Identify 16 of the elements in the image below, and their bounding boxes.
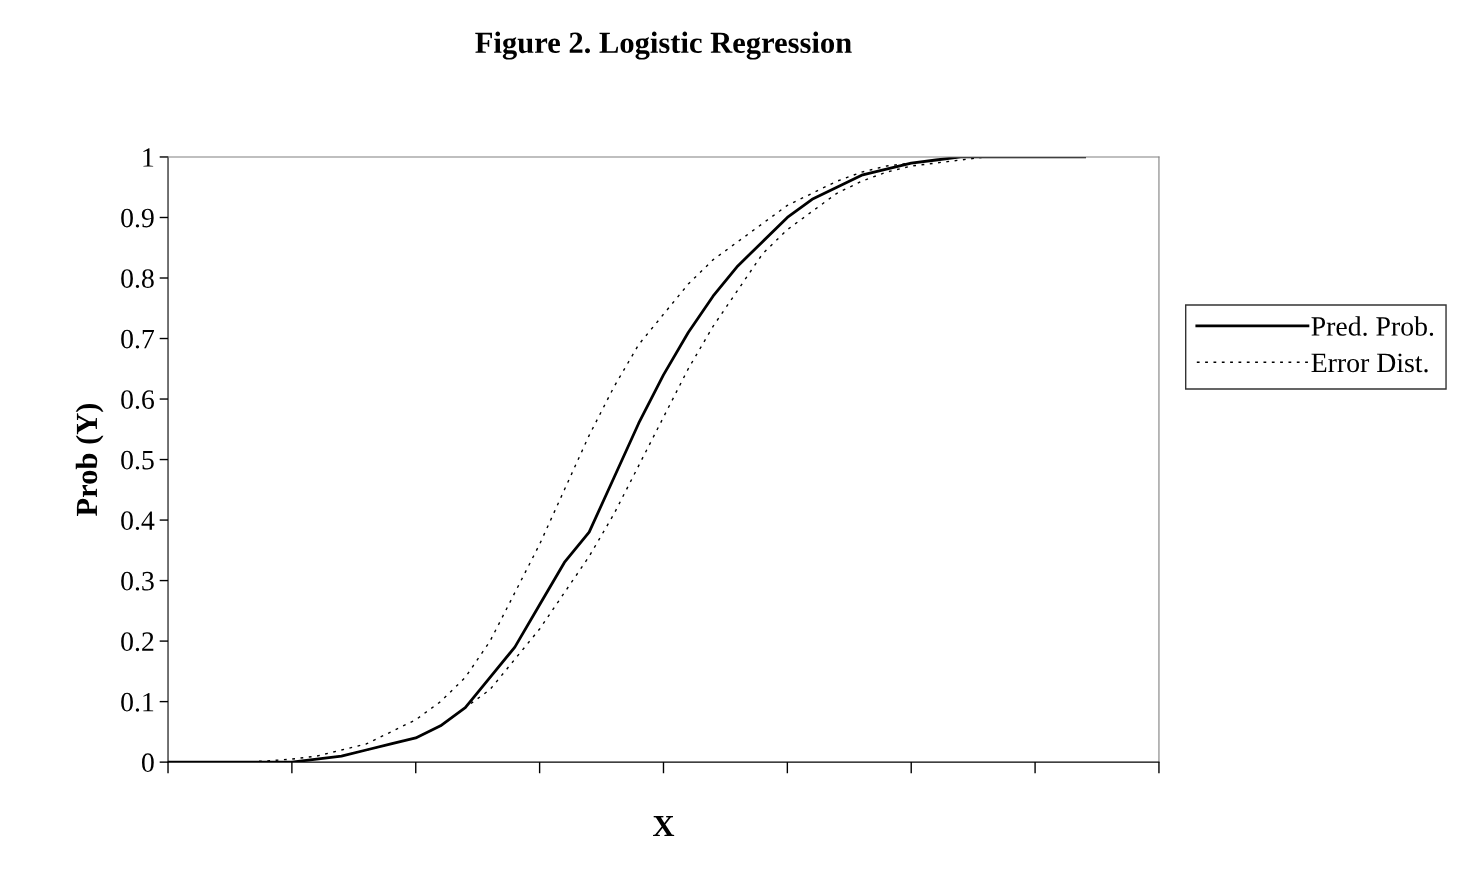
- y-tick-label: 0.5: [121, 450, 154, 470]
- y-tick-label: 1: [143, 148, 154, 167]
- legend-label: Error Dist.: [1311, 353, 1428, 373]
- x-axis-title: X: [653, 816, 675, 837]
- y-tick-label: 0.4: [121, 511, 155, 531]
- y-tick-label: 0.6: [121, 390, 154, 410]
- y-tick-label: 0.1: [121, 692, 154, 712]
- chart-title: Figure 2. Logistic Regression: [475, 31, 852, 60]
- y-tick-label: 0.8: [121, 269, 154, 289]
- y-axis-title: Prob (Y): [75, 403, 104, 517]
- y-tick-label: 0.7: [121, 329, 155, 349]
- y-tick-label: 0.9: [121, 208, 154, 228]
- y-tick-label: 0.3: [121, 571, 154, 591]
- y-tick-label: 0.2: [121, 632, 154, 652]
- legend-label: Pred. Prob.: [1311, 316, 1434, 336]
- y-tick-label: 0: [142, 753, 154, 773]
